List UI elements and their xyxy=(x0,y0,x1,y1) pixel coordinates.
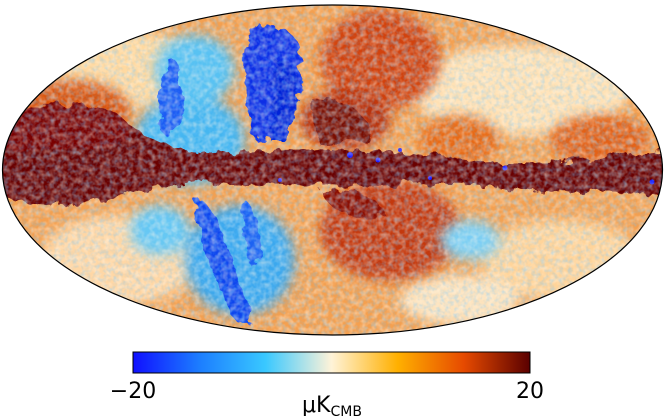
colorbar-max-label: 20 xyxy=(516,379,544,404)
colorbar-bar xyxy=(132,351,531,374)
colorbar-unit-sub: CMB xyxy=(330,404,361,416)
map-outline xyxy=(1,4,664,336)
colorbar-unit-main: μK xyxy=(302,393,331,416)
speckle-blue xyxy=(2,5,663,335)
colorbar-unit-label: μKCMB xyxy=(302,393,362,416)
colorbar-min-label: −20 xyxy=(110,379,156,404)
sky-map-content xyxy=(2,5,663,335)
sky-map xyxy=(1,4,664,336)
colorbar: −20 20 μKCMB xyxy=(110,351,544,416)
